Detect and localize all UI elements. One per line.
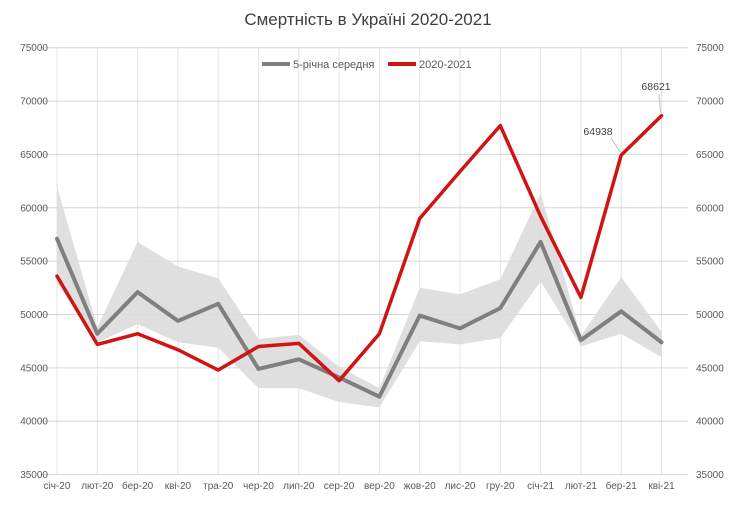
y-tick-left-40000: 40000 <box>20 417 48 428</box>
series-line-average <box>55 236 664 399</box>
x-tick-гру-20: гру-20 <box>486 481 515 492</box>
y-tick-right-70000: 70000 <box>696 97 724 108</box>
data-label-leader-бер-21 <box>610 137 621 153</box>
y-tick-right-55000: 55000 <box>696 257 724 268</box>
data-labels: 64938 68621 <box>583 81 671 153</box>
y-tick-left-35000: 35000 <box>20 470 48 481</box>
y-tick-left-45000: 45000 <box>20 363 48 374</box>
y-tick-right-65000: 65000 <box>696 150 724 161</box>
x-tick-січ-20: січ-20 <box>44 481 71 492</box>
y-tick-right-75000: 75000 <box>696 43 724 54</box>
x-tick-лют-21: лют-21 <box>565 481 598 492</box>
y-tick-left-70000: 70000 <box>20 97 48 108</box>
x-tick-лис-20: лис-20 <box>445 481 476 492</box>
x-tick-бер-20: бер-20 <box>122 480 154 492</box>
x-tick-тра-20: тра-20 <box>203 481 234 492</box>
data-label-leader-кві-21 <box>658 93 661 113</box>
y-tick-left-55000: 55000 <box>20 257 48 268</box>
x-tick-січ-21: січ-21 <box>527 481 554 492</box>
y-tick-right-50000: 50000 <box>696 310 724 321</box>
legend-label-average: 5-річна середня <box>293 59 374 71</box>
y-tick-left-60000: 60000 <box>20 203 48 214</box>
x-tick-лют-20: лют-20 <box>81 481 114 492</box>
y-tick-right-45000: 45000 <box>696 363 724 374</box>
y-tick-left-65000: 65000 <box>20 150 48 161</box>
x-tick-бер-21: бер-21 <box>606 480 638 492</box>
data-label-бер-21: 64938 <box>583 126 612 138</box>
axis-tick-labels: 35000 35000 40000 40000 45000 45000 50000 50000… <box>20 43 724 492</box>
series-lines <box>55 114 664 399</box>
y-tick-right-60000: 60000 <box>696 203 724 214</box>
data-label-кві-21: 68621 <box>641 81 670 93</box>
min-max-band <box>57 186 662 408</box>
y-tick-right-40000: 40000 <box>696 417 724 428</box>
x-tick-лип-20: лип-20 <box>283 481 315 492</box>
five-year-range-band <box>57 186 662 408</box>
legend-label-current: 2020-2021 <box>419 59 472 71</box>
y-tick-left-75000: 75000 <box>20 43 48 54</box>
x-tick-сер-20: сер-20 <box>324 481 355 492</box>
y-tick-right-35000: 35000 <box>696 470 724 481</box>
x-tick-чер-20: чер-20 <box>243 481 274 492</box>
series-line-current <box>55 114 664 383</box>
legend: 5-річна середня 2020-2021 <box>262 59 472 71</box>
x-tick-вер-20: вер-20 <box>364 481 395 492</box>
x-tick-кві-21: кві-21 <box>648 481 675 492</box>
chart-title: Смертність в Україні 2020-2021 <box>244 10 491 29</box>
y-tick-left-50000: 50000 <box>20 310 48 321</box>
x-tick-жов-20: жов-20 <box>404 481 436 492</box>
x-tick-кві-20: кві-20 <box>165 481 192 492</box>
